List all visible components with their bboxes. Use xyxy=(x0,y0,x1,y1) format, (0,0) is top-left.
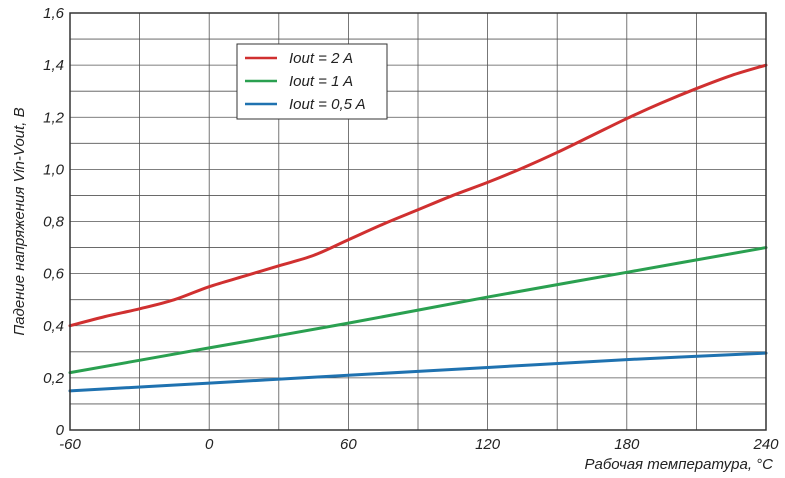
legend: Iout = 2 A Iout = 1 A Iout = 0,5 A xyxy=(236,43,388,120)
y-tick-label: 0,6 xyxy=(43,266,65,283)
legend-entry-label: Iout = 1 A xyxy=(289,73,353,90)
y-tick-label: 0,4 xyxy=(43,318,64,335)
series-line-iout-2a xyxy=(68,63,768,328)
grid-lines xyxy=(70,13,766,430)
x-tick-label: 0 xyxy=(205,436,214,453)
y-tick-label: 0,2 xyxy=(43,370,65,387)
y-tick-label: 1,4 xyxy=(43,57,64,74)
x-tick-label: 180 xyxy=(614,436,640,453)
y-tick-label: 1,6 xyxy=(43,5,65,22)
legend-entry-label: Iout = 0,5 A xyxy=(289,96,366,113)
legend-entry-label: Iout = 2 A xyxy=(289,50,353,67)
x-tick-label: 60 xyxy=(340,436,357,453)
series-lines xyxy=(68,63,768,393)
x-tick-label: 240 xyxy=(752,436,779,453)
y-axis-label: Падение напряжения Vin-Vout, В xyxy=(11,107,28,335)
plot-frame xyxy=(69,12,767,431)
x-axis-label: Рабочая температура, °С xyxy=(585,456,774,473)
y-tick-label: 1,0 xyxy=(43,161,65,178)
x-tick-label: 120 xyxy=(475,436,501,453)
series-line-iout-0-5a xyxy=(68,351,768,393)
series-line-iout-1a xyxy=(68,246,768,375)
y-tick-label: 1,2 xyxy=(43,109,65,126)
y-tick-label: 0,8 xyxy=(43,214,65,231)
y-tick-label: 0 xyxy=(56,422,65,439)
x-tick-label: -60 xyxy=(59,436,81,453)
